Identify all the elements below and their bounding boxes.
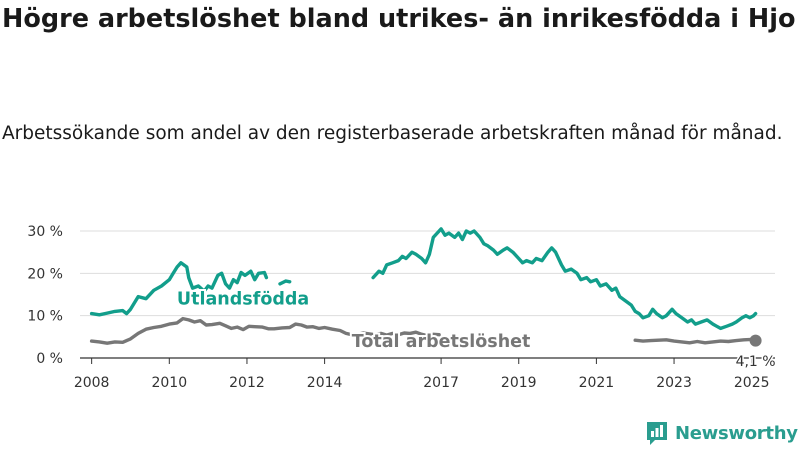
y-tick-label: 0 % xyxy=(36,351,63,367)
x-tick-label: 2010 xyxy=(151,375,187,391)
x-tick-label: 2008 xyxy=(74,375,110,391)
series-labels: Utlandsfödda Total arbetslöshet 4,1 % xyxy=(175,288,777,372)
series-lines xyxy=(89,227,758,345)
y-tick-label: 20 % xyxy=(27,266,63,282)
series-line-segment xyxy=(89,261,269,317)
y-tick-label: 10 % xyxy=(27,309,63,325)
series-label-total: Total arbetslöshet xyxy=(352,332,531,352)
series-line-segment xyxy=(89,316,441,345)
newsworthy-logo-icon xyxy=(647,422,667,445)
end-point-marker xyxy=(749,334,762,347)
newsworthy-logo: Newsworthy xyxy=(645,420,798,446)
series-line-segment xyxy=(371,227,758,331)
x-tick-label: 2021 xyxy=(579,375,615,391)
x-tick-label: 2025 xyxy=(734,375,770,391)
chart-subtitle: Arbetssökande som andel av den registerb… xyxy=(2,123,783,144)
series-utlandsfodda xyxy=(89,227,758,331)
x-tick-label: 2012 xyxy=(229,375,265,391)
series-line-segment xyxy=(278,279,292,286)
chart-title: Högre arbetslöshet bland utrikes- än inr… xyxy=(2,4,796,34)
x-tick-label: 2014 xyxy=(307,375,343,391)
series-label-utlandsfodda: Utlandsfödda xyxy=(177,290,309,310)
x-tick-label: 2019 xyxy=(501,375,537,391)
newsworthy-logo-text: Newsworthy xyxy=(675,422,798,444)
end-point-label: 4,1 % xyxy=(736,354,776,370)
series-total xyxy=(89,316,758,345)
axes: 0 % 10 % 20 % 30 % 2008 2010 2012 2014 2017 2019 2… xyxy=(27,224,769,391)
x-tick-label: 2023 xyxy=(656,375,692,391)
series-line-segment xyxy=(633,337,758,345)
y-tick-label: 30 % xyxy=(27,224,63,240)
x-tick-label: 2017 xyxy=(423,375,459,391)
